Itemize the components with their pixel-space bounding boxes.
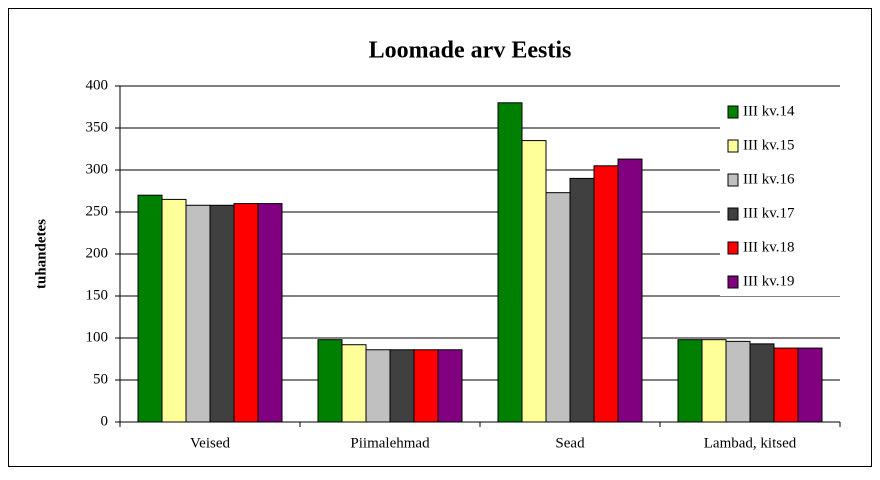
legend-swatch	[727, 207, 739, 221]
bar	[185, 204, 211, 423]
x-tick-label: Veised	[190, 435, 230, 451]
bar	[209, 204, 235, 423]
bar	[593, 165, 619, 423]
bar	[617, 158, 643, 423]
legend-swatch	[727, 105, 739, 119]
legend-label: III kv.14	[743, 103, 795, 119]
legend-label: III kv.18	[743, 239, 795, 255]
y-tick-label: 350	[86, 119, 109, 135]
bar	[137, 194, 163, 423]
bar	[677, 339, 703, 423]
y-tick-label: 250	[86, 203, 109, 219]
y-tick-label: 0	[101, 413, 109, 429]
bar	[437, 349, 463, 423]
bar	[257, 203, 283, 423]
bar	[413, 349, 439, 423]
y-tick-label: 200	[86, 245, 109, 261]
x-tick-label: Lambad, kitsed	[704, 435, 797, 451]
y-tick-label: 100	[86, 329, 109, 345]
bar	[341, 344, 367, 423]
bar	[701, 339, 727, 423]
bar	[773, 347, 799, 423]
bar	[497, 102, 523, 423]
legend-box	[720, 90, 840, 296]
legend-label: III kv.16	[743, 171, 795, 187]
legend-swatch	[727, 275, 739, 289]
legend-swatch	[727, 241, 739, 255]
legend-label: III kv.19	[743, 273, 795, 289]
bar	[749, 343, 775, 423]
x-tick-label: Piimalehmad	[350, 435, 430, 451]
y-tick-label: 150	[86, 287, 109, 303]
legend-swatch	[727, 139, 739, 153]
bar	[389, 349, 415, 423]
chart-title: Loomade arv Eestis	[369, 38, 572, 64]
bar	[233, 203, 259, 423]
legend-label: III kv.17	[743, 205, 795, 221]
bar	[545, 192, 571, 423]
bar	[161, 198, 187, 423]
bar	[365, 349, 391, 423]
bar	[317, 339, 343, 423]
y-axis-label: tuhandetes	[33, 219, 49, 289]
y-tick-label: 50	[93, 371, 108, 387]
y-tick-label: 400	[86, 77, 109, 93]
y-tick-label: 300	[86, 161, 109, 177]
bar	[521, 140, 547, 423]
legend-label: III kv.15	[743, 137, 795, 153]
bar	[797, 347, 823, 423]
legend-swatch	[727, 173, 739, 187]
x-tick-label: Sead	[555, 435, 585, 451]
bar	[569, 177, 595, 423]
bar	[725, 340, 751, 423]
